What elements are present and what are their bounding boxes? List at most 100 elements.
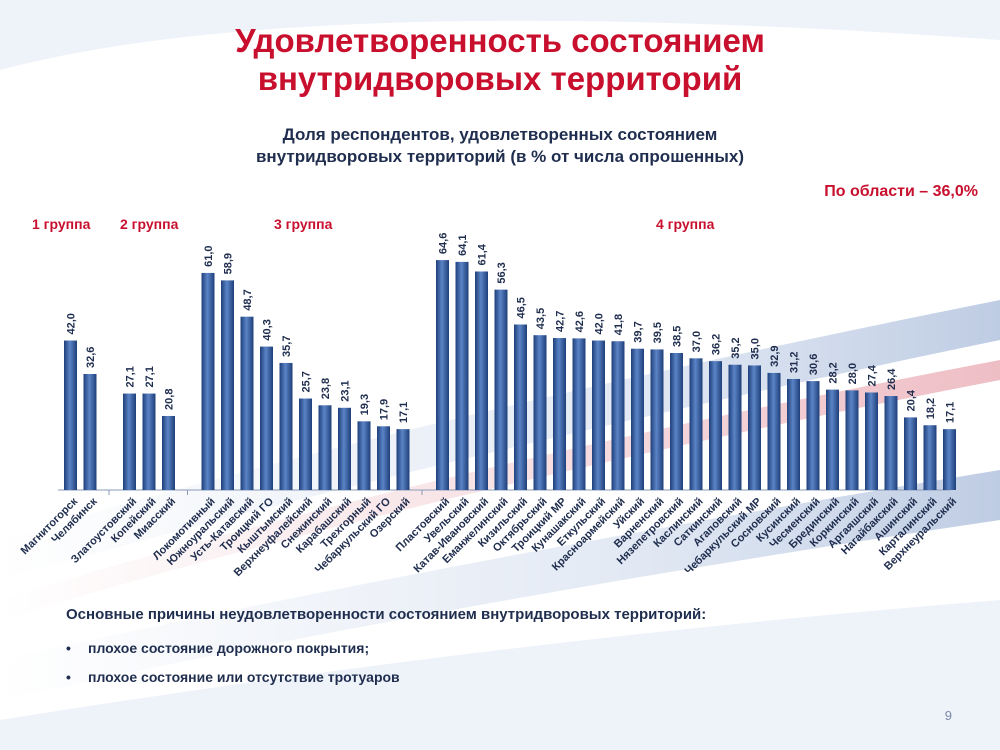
data-label: 18,2 [925, 398, 937, 419]
data-label: 64,6 [438, 233, 450, 254]
data-label: 42,6 [574, 311, 586, 332]
bar [787, 378, 800, 490]
data-label: 61,0 [203, 245, 215, 266]
bar [553, 338, 566, 490]
subtitle-line-1: Доля респондентов, удовлетворенных состо… [282, 125, 718, 144]
data-label: 26,4 [886, 368, 898, 390]
bar [865, 392, 878, 490]
data-label: 28,2 [828, 362, 840, 383]
bar [631, 348, 644, 490]
bar [923, 425, 937, 490]
bar [64, 340, 77, 490]
bar [728, 364, 742, 490]
bullet: • [66, 669, 71, 685]
data-label: 27,4 [867, 364, 879, 386]
bar [299, 398, 312, 490]
bar [845, 390, 859, 490]
bar [748, 365, 761, 490]
bar [592, 340, 605, 490]
bar [279, 362, 293, 490]
data-label: 27,1 [125, 366, 137, 387]
data-label: 20,4 [906, 389, 918, 411]
data-label: 35,0 [750, 338, 762, 359]
bar [260, 346, 273, 490]
data-label: 38,5 [672, 326, 684, 347]
data-label: 58,9 [223, 253, 235, 274]
subtitle-line-2: внутридворовых территорий (в % от числа … [255, 147, 744, 166]
data-label: 35,7 [281, 336, 293, 357]
bar [572, 338, 586, 490]
data-label: 19,3 [359, 394, 371, 415]
data-label: 17,1 [398, 402, 410, 423]
data-label: 39,5 [652, 322, 664, 343]
data-label: 23,1 [340, 380, 352, 401]
data-label: 56,3 [496, 262, 508, 283]
bar [455, 261, 469, 490]
bar [201, 272, 215, 490]
bar [709, 361, 722, 490]
title-line-2: внутридворовых территорий [257, 60, 743, 97]
bar [357, 421, 371, 490]
chart-subtitle: Доля респондентов, удовлетворенных состо… [0, 124, 1000, 168]
bar [318, 405, 332, 490]
bar [494, 289, 508, 490]
bar [670, 352, 683, 490]
bar [221, 280, 234, 490]
bar [533, 335, 547, 490]
bar [396, 429, 410, 490]
data-label: 46,5 [516, 297, 528, 318]
bar [514, 324, 527, 490]
page-title: Удовлетворенность состоянием внутридворо… [0, 22, 1000, 98]
bar [943, 429, 956, 490]
data-label: 35,2 [730, 337, 742, 358]
data-label: 30,6 [808, 354, 820, 375]
bar [689, 358, 703, 490]
data-label: 20,8 [164, 389, 176, 410]
bar [826, 389, 839, 490]
group-1-label: 1 группа [32, 216, 91, 232]
data-label: 36,2 [711, 334, 723, 355]
data-label: 31,2 [789, 352, 801, 373]
data-label: 41,8 [613, 314, 625, 335]
reason-item: • плохое состояние или отсутствие тротуар… [66, 669, 400, 685]
region-total: По области – 36,0% [824, 183, 978, 200]
bar [338, 407, 351, 490]
data-label: 39,7 [633, 321, 645, 342]
data-label: 32,6 [85, 347, 97, 368]
page-number: 9 [944, 708, 952, 723]
bar [806, 381, 820, 490]
bar-chart: 42,0Магнитогорск32,6Челябинск27,1Златоус… [19, 233, 959, 579]
bar [884, 396, 898, 490]
reasons-title: Основные причины неудовлетворенности сос… [66, 606, 707, 623]
bar [142, 393, 156, 490]
group-2-label: 2 группа [120, 216, 179, 232]
data-label: 64,1 [457, 234, 469, 255]
bar [83, 373, 97, 490]
group-4-label: 4 группа [656, 216, 715, 232]
data-label: 25,7 [301, 371, 313, 392]
bar [377, 426, 390, 490]
data-label: 17,1 [945, 402, 957, 423]
reason-text: плохое состояние дорожного покрытия; [88, 640, 370, 656]
data-label: 48,7 [242, 289, 254, 310]
data-label: 27,1 [144, 366, 156, 387]
bar [650, 349, 664, 490]
data-label: 17,9 [379, 399, 391, 420]
data-label: 40,3 [262, 319, 274, 340]
bar [611, 341, 625, 490]
bar [162, 415, 175, 490]
group-3-label: 3 группа [274, 216, 333, 232]
reason-text: плохое состояние или отсутствие тротуаро… [88, 669, 400, 685]
bar [904, 417, 917, 490]
data-label: 23,8 [320, 378, 332, 399]
data-label: 37,0 [691, 331, 703, 352]
bullet: • [66, 640, 71, 656]
bar [436, 260, 449, 490]
data-label: 32,9 [769, 345, 781, 366]
title-line-1: Удовлетворенность состоянием [235, 22, 765, 59]
data-label: 28,0 [847, 363, 859, 384]
data-label: 61,4 [477, 243, 489, 265]
bar [767, 372, 781, 490]
bar [240, 316, 254, 490]
data-label: 42,7 [555, 311, 567, 332]
